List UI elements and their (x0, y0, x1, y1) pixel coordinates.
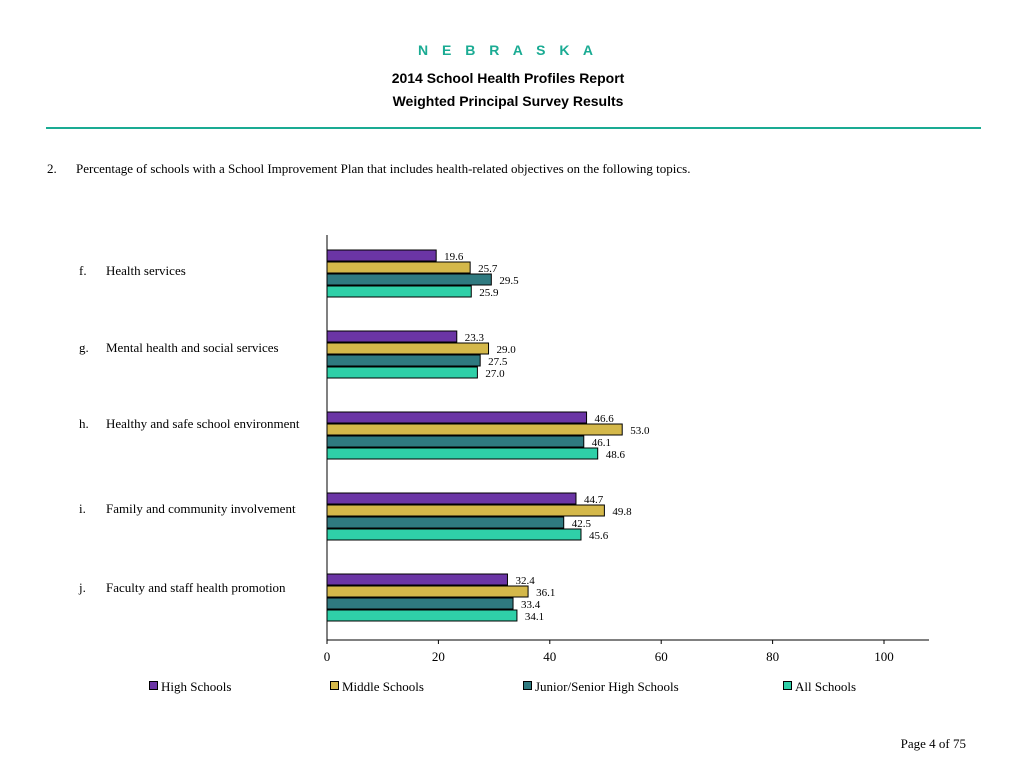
bar-value-label: 34.1 (525, 611, 544, 623)
chart-legend: High Schools Middle Schools Junior/Senio… (0, 679, 1024, 695)
legend-item-middle-schools: Middle Schools (330, 679, 424, 695)
legend-label: All Schools (795, 679, 857, 694)
legend-swatch (783, 681, 792, 690)
bar-value-label: 19.6 (444, 251, 464, 263)
x-tick-label: 60 (655, 649, 668, 664)
category-label-j: j. Faculty and staff health promotion (79, 580, 286, 596)
x-tick-label: 100 (874, 649, 894, 664)
bar-value-label: 25.9 (479, 287, 499, 299)
bar-value-label: 27.5 (488, 356, 508, 368)
legend-label: Junior/Senior High Schools (535, 679, 679, 694)
category-text: Faculty and staff health promotion (106, 580, 286, 595)
bar-value-label: 25.7 (478, 263, 498, 275)
bar (326, 435, 585, 448)
category-text: Family and community involvement (106, 501, 296, 516)
category-label-i: i. Family and community involvement (79, 501, 296, 517)
bar (326, 597, 514, 610)
header-divider (46, 127, 981, 129)
bar (326, 342, 490, 355)
legend-label: Middle Schools (342, 679, 424, 694)
bar-value-label: 53.0 (630, 425, 650, 437)
bar (326, 504, 605, 517)
bar (326, 366, 478, 379)
bar-value-label: 42.5 (572, 518, 592, 530)
bar-value-label: 23.3 (465, 332, 485, 344)
bar-value-label: 46.6 (595, 413, 615, 425)
bar-value-label: 36.1 (536, 587, 555, 599)
bar (326, 492, 577, 505)
legend-swatch (330, 681, 339, 690)
bar-value-label: 29.5 (499, 275, 519, 287)
bar (326, 354, 481, 367)
legend-item-junior-senior-high-schools: Junior/Senior High Schools (523, 679, 679, 695)
category-label-g: g. Mental health and social services (79, 340, 279, 356)
legend-swatch (523, 681, 532, 690)
bar (326, 585, 529, 598)
category-letter: i. (79, 501, 86, 516)
bar (326, 285, 472, 298)
bar (326, 273, 492, 286)
bar (326, 423, 623, 436)
x-tick-label: 20 (432, 649, 445, 664)
bar (326, 516, 565, 529)
bar-value-label: 32.4 (515, 575, 535, 587)
x-tick-label: 40 (543, 649, 556, 664)
category-text: Healthy and safe school environment (106, 416, 300, 431)
bar (326, 330, 458, 343)
bar-value-label: 33.4 (521, 599, 541, 611)
legend-item-high-schools: High Schools (149, 679, 231, 695)
bar (326, 249, 437, 262)
bar-value-label: 45.6 (589, 530, 609, 542)
report-title: 2014 School Health Profiles Report (391, 70, 625, 86)
x-tick-label: 0 (324, 649, 331, 664)
category-letter: f. (79, 263, 87, 278)
category-letter: h. (79, 416, 89, 431)
report-subtitle: Weighted Principal Survey Results (392, 93, 624, 109)
bar (326, 411, 588, 424)
bar (326, 447, 599, 460)
category-label-f: f. Health services (79, 263, 186, 279)
category-text: Health services (106, 263, 186, 278)
x-tick-label: 80 (766, 649, 779, 664)
category-letter: j. (79, 580, 86, 595)
category-label-h: h. Healthy and safe school environment (79, 416, 300, 432)
legend-item-all-schools: All Schools (783, 679, 856, 695)
question-number: 2. (47, 161, 57, 176)
legend-label: High Schools (161, 679, 232, 694)
bar (326, 261, 471, 274)
question-text: Percentage of schools with a School Impr… (76, 161, 691, 176)
question: 2. Percentage of schools with a School Im… (47, 161, 690, 177)
bar (326, 609, 518, 622)
bar-value-label: 27.0 (485, 368, 505, 380)
category-text: Mental health and social services (106, 340, 279, 355)
state-name: N E B R A S K A (417, 42, 598, 58)
page-number: Page 4 of 75 (900, 736, 966, 751)
bar-value-label: 49.8 (612, 506, 632, 518)
bar-value-label: 48.6 (606, 449, 626, 461)
bar (326, 528, 582, 541)
bar-value-label: 29.0 (497, 344, 517, 356)
bar-value-label: 44.7 (584, 494, 604, 506)
category-letter: g. (79, 340, 89, 355)
bar (326, 573, 508, 586)
legend-swatch (149, 681, 158, 690)
bar-value-label: 46.1 (592, 437, 611, 449)
